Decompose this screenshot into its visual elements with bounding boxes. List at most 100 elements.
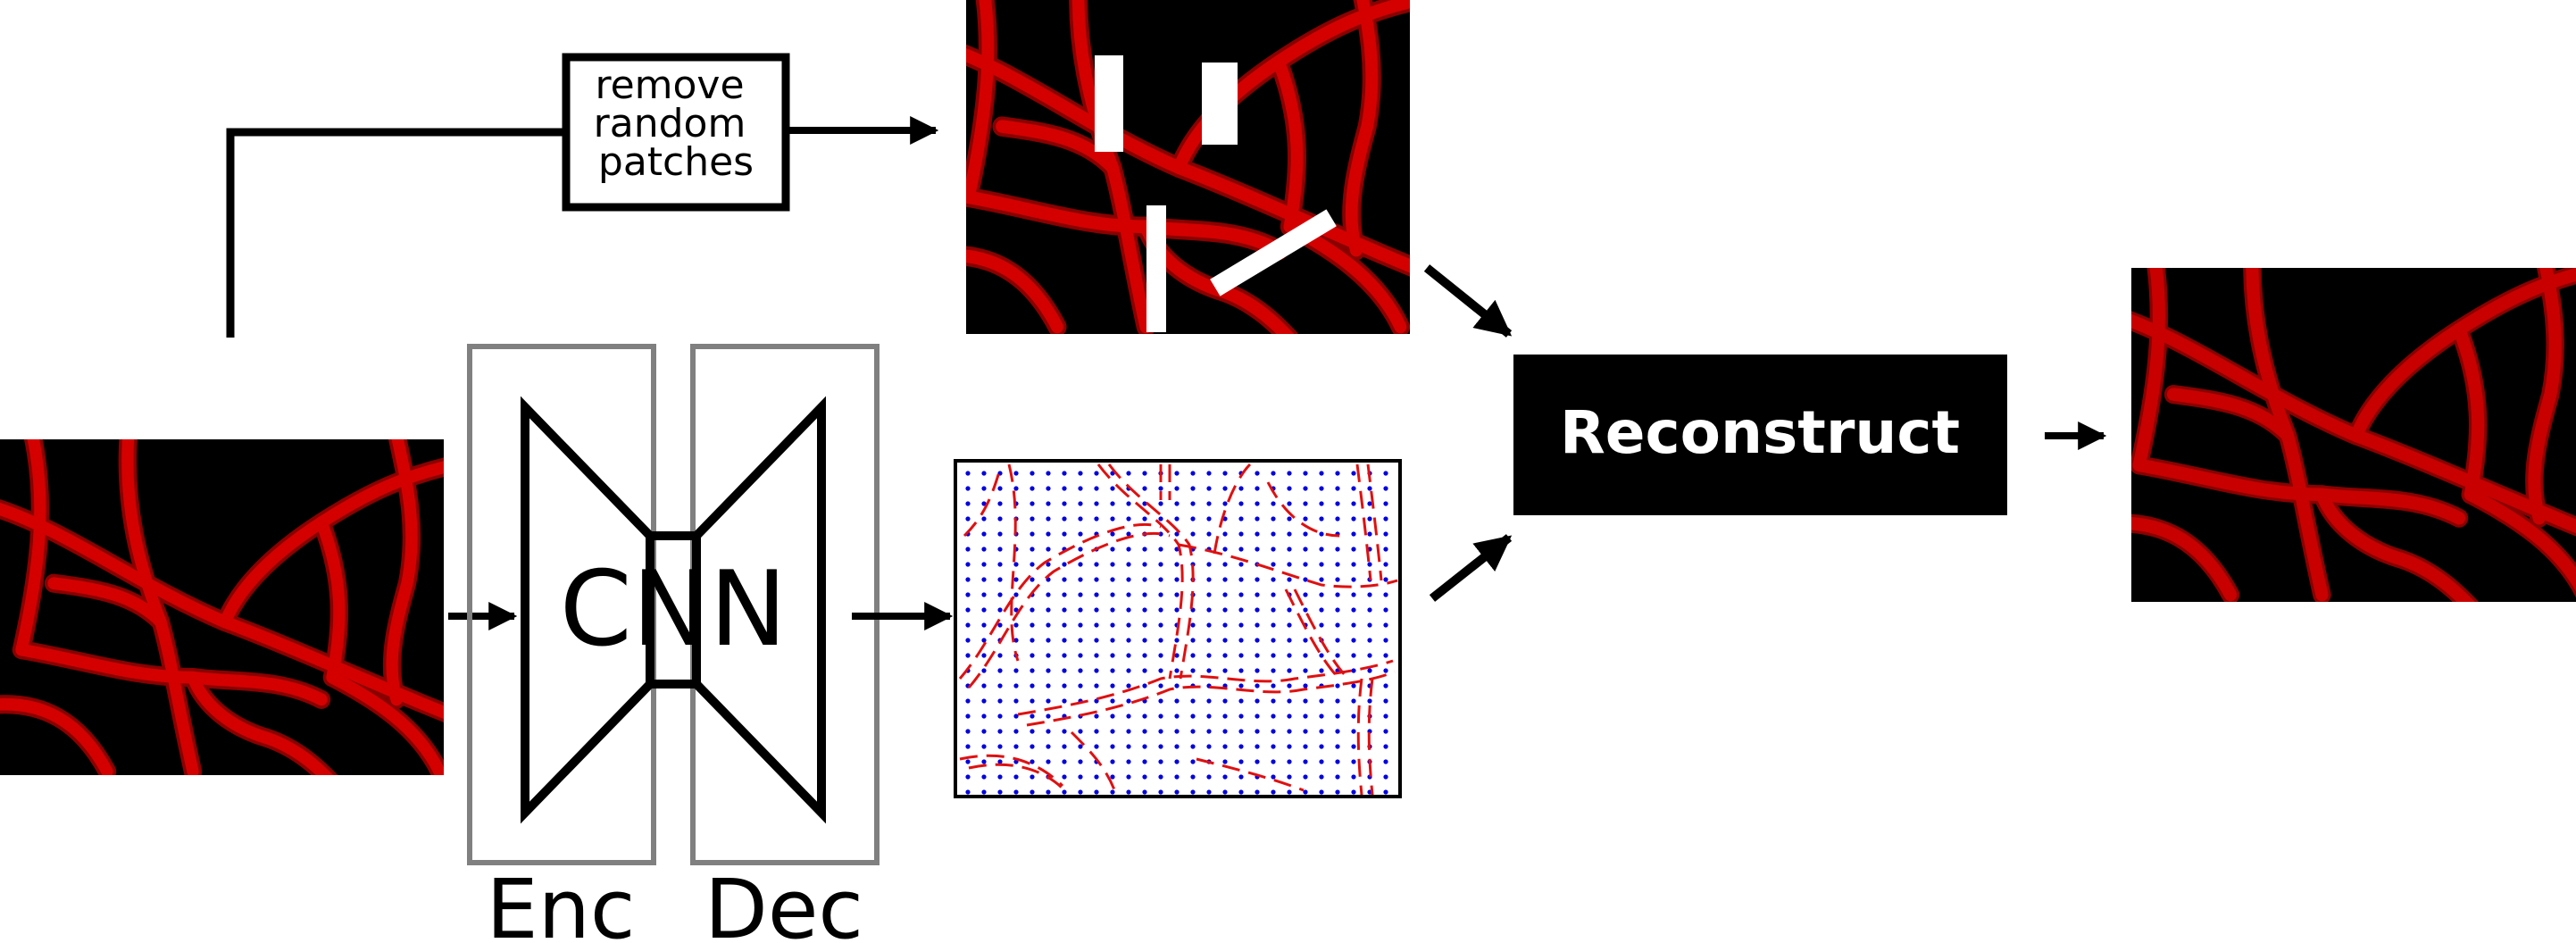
field-dot [1174, 562, 1180, 567]
field-dot [997, 714, 1003, 719]
field-dot [1046, 683, 1051, 688]
field-dot [1206, 774, 1212, 780]
field-dot [1287, 789, 1292, 795]
field-dot [1174, 501, 1180, 506]
field-dot [1238, 638, 1244, 643]
field-dot [1222, 562, 1228, 567]
field-dot [965, 744, 971, 749]
field-dot [1094, 577, 1099, 582]
field-dot [1255, 516, 1260, 522]
field-dot [1158, 547, 1163, 552]
field-dot [965, 592, 971, 597]
field-dot [1335, 744, 1340, 749]
field-dot [1351, 471, 1356, 476]
field-dot [1238, 789, 1244, 795]
field-dot [1303, 774, 1308, 780]
field-dot [1255, 471, 1260, 476]
field-dot [1094, 471, 1099, 476]
field-dot [1190, 668, 1196, 673]
removed-patch [1095, 55, 1123, 152]
field-dot [997, 698, 1003, 704]
field-dot [1255, 622, 1260, 628]
field-dot [1142, 729, 1147, 734]
field-dot [1367, 516, 1372, 522]
field-dot [1174, 486, 1180, 491]
field-dot [1351, 683, 1356, 688]
field-dot [1126, 562, 1131, 567]
orientation-field-image [954, 459, 1402, 798]
field-dot [1319, 471, 1324, 476]
field-dot [1367, 607, 1372, 613]
field-dot [1062, 577, 1067, 582]
field-dot [1013, 668, 1019, 673]
field-dot [981, 714, 987, 719]
field-dot [1126, 638, 1131, 643]
field-dot [1271, 562, 1276, 567]
field-dot [1158, 744, 1163, 749]
field-dot [1142, 577, 1147, 582]
field-dot [1383, 577, 1388, 582]
field-dot [981, 638, 987, 643]
field-dot [1142, 668, 1147, 673]
field-dot [1319, 547, 1324, 552]
field-dot [1046, 562, 1051, 567]
field-dot [1287, 759, 1292, 764]
field-dot [1271, 547, 1276, 552]
removed-patch [1202, 63, 1238, 145]
field-dot [1174, 668, 1180, 673]
field-dot [1287, 698, 1292, 704]
field-dot [1158, 668, 1163, 673]
field-dot [1030, 683, 1035, 688]
remove-patches-label-line: patches [598, 139, 754, 185]
field-dot [1222, 759, 1228, 764]
field-dot [1222, 577, 1228, 582]
field-dot [1287, 501, 1292, 506]
field-dot [1142, 547, 1147, 552]
field-dot [1174, 577, 1180, 582]
field-dot [1142, 562, 1147, 567]
field-dot [1094, 683, 1099, 688]
field-dot [1319, 622, 1324, 628]
arrow-field-to-reconstruct [1429, 534, 1513, 602]
field-dot [1158, 577, 1163, 582]
field-dot [1255, 531, 1260, 537]
field-dot [1271, 577, 1276, 582]
field-dot [1142, 471, 1147, 476]
field-dot [1126, 547, 1131, 552]
field-dot [1287, 774, 1292, 780]
field-dot [1238, 683, 1244, 688]
field-dot [981, 592, 987, 597]
field-dot [1062, 501, 1067, 506]
field-dot [1078, 471, 1083, 476]
field-dot [1255, 668, 1260, 673]
field-dot [1287, 668, 1292, 673]
field-dot [1013, 774, 1019, 780]
field-dot [1158, 501, 1163, 506]
field-dot [1062, 698, 1067, 704]
field-dot [1367, 562, 1372, 567]
field-dot [1062, 729, 1067, 734]
field-dot [1094, 653, 1099, 658]
field-dot [1013, 714, 1019, 719]
field-dot [1174, 714, 1180, 719]
field-dot [1158, 774, 1163, 780]
field-dot [1078, 789, 1083, 795]
field-dot [1030, 638, 1035, 643]
field-dot [1126, 516, 1131, 522]
field-dot [981, 622, 987, 628]
field-dot [1319, 516, 1324, 522]
field-dot [1238, 547, 1244, 552]
field-dot [1078, 592, 1083, 597]
field-dot [1367, 622, 1372, 628]
field-dot [1142, 683, 1147, 688]
field-dot [1190, 622, 1196, 628]
field-dot [1206, 516, 1212, 522]
field-dot [1062, 562, 1067, 567]
field-dot [1158, 653, 1163, 658]
field-dot [1126, 774, 1131, 780]
field-dot [1206, 577, 1212, 582]
field-dot [1351, 729, 1356, 734]
field-dot [1303, 714, 1308, 719]
field-dot [1013, 486, 1019, 491]
field-dot [997, 592, 1003, 597]
